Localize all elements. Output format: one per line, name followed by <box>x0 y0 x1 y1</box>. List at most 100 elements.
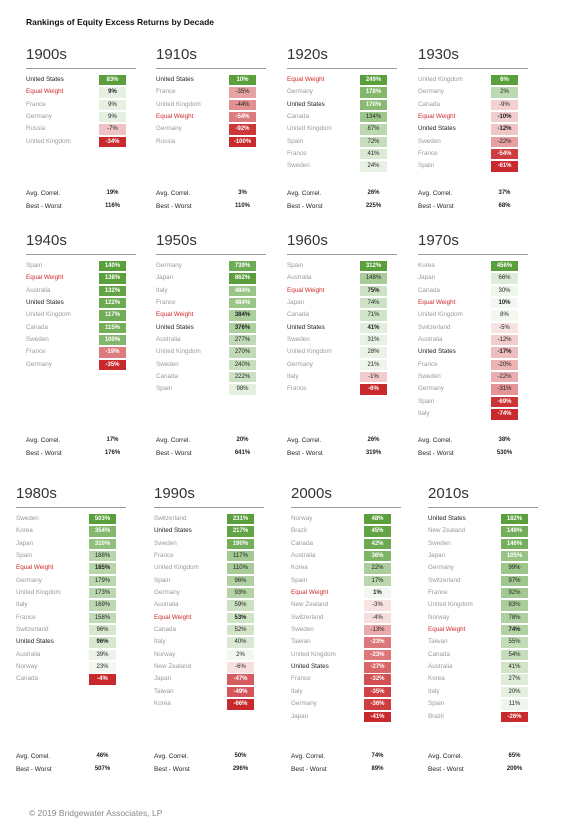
value-cell: -10% <box>491 112 518 123</box>
country-label-equal-weight: Equal Weight <box>26 274 64 282</box>
value-cell: 456% <box>491 261 518 272</box>
value-cell: 96% <box>89 625 116 636</box>
table-row: Australia 148% <box>287 272 397 284</box>
table-row: Germany -31% <box>418 383 528 395</box>
country-label-equal-weight: Equal Weight <box>418 113 456 121</box>
table-row: Italy -35% <box>291 686 401 698</box>
value-cell: 74% <box>501 625 528 636</box>
country-label-new-zealand: New Zealand <box>291 601 329 609</box>
table-row: Sweden -22% <box>418 136 528 148</box>
stat-label: Best - Worst <box>287 450 323 457</box>
value-cell: -61% <box>491 161 518 172</box>
country-label-italy: Italy <box>418 410 430 418</box>
value-cell: 100% <box>99 335 126 346</box>
table-row: Italy -74% <box>418 408 528 420</box>
table-row: Italy 40% <box>154 636 264 648</box>
value-cell: 93% <box>227 588 254 599</box>
country-label-canada: Canada <box>154 626 177 634</box>
stat-value: 116% <box>104 203 120 209</box>
heading-divider <box>26 68 136 69</box>
decade-stats: Avg. Correl. 37% Best - Worst 68% <box>418 187 528 213</box>
country-label-united-states: United States <box>154 527 192 535</box>
value-cell: 41% <box>360 322 387 334</box>
table-row: France -35% <box>156 86 266 98</box>
country-label-equal-weight: Equal Weight <box>418 299 456 307</box>
country-label-germany: Germany <box>418 385 444 393</box>
decade-panel-2010s: 2010s United States 182% New Zealand 149% Swe… <box>428 485 538 723</box>
value-cell: 17% <box>364 575 391 587</box>
value-cell: 71% <box>360 310 387 321</box>
table-row: Spain -69% <box>418 396 528 408</box>
heading-divider <box>291 507 401 508</box>
table-row: Canada -9% <box>418 99 528 111</box>
heading-divider <box>16 507 126 508</box>
value-cell: 2% <box>491 87 518 98</box>
table-row: Equal Weight 53% <box>154 612 264 624</box>
country-label-france: France <box>156 299 176 307</box>
country-label-japan: Japan <box>418 274 436 282</box>
heading-divider <box>428 507 538 508</box>
table-row: Sweden 24% <box>287 160 397 172</box>
decade-panel-1980s: 1980s Sweden 503% Korea 354% Japan 310% Spain 18… <box>16 485 126 686</box>
table-row: Switzerland -5% <box>418 322 528 334</box>
table-row: New Zealand -3% <box>291 599 401 611</box>
table-row: Australia 36% <box>291 550 401 562</box>
country-label-sweden: Sweden <box>418 373 441 381</box>
table-row: Korea 354% <box>16 525 126 537</box>
value-cell: 9% <box>99 87 126 98</box>
stat-row-correl: Avg. Correl. 20% <box>156 434 266 447</box>
value-cell: -12% <box>491 124 518 135</box>
table-row: United States 376% <box>156 322 266 334</box>
country-label-japan: Japan <box>154 675 172 683</box>
stat-value: 110% <box>234 203 250 209</box>
country-label-sweden: Sweden <box>418 137 441 145</box>
value-cell: 6% <box>491 75 518 86</box>
table-row: Equal Weight 1% <box>291 587 401 599</box>
value-cell: 140% <box>99 261 126 272</box>
stat-row-correl: Avg. Correl. 37% <box>418 187 528 200</box>
country-label-norway: Norway <box>16 663 38 671</box>
table-row: Sweden 31% <box>287 334 397 346</box>
value-cell: 384% <box>229 310 256 321</box>
table-row: Canada 222% <box>156 371 266 383</box>
table-row: Equal Weight 249% <box>287 74 397 86</box>
decade-heading: 2000s <box>291 485 332 502</box>
country-label-sweden: Sweden <box>428 539 451 547</box>
stat-row-correl: Avg. Correl. 74% <box>291 750 401 763</box>
table-row: United States 170% <box>287 99 397 111</box>
table-row: Spain 96% <box>154 575 264 587</box>
stat-label: Avg. Correl. <box>418 437 453 444</box>
table-row: United Kingdom 87% <box>287 123 397 135</box>
country-label-united-kingdom: United Kingdom <box>428 601 473 609</box>
country-label-united-kingdom: United Kingdom <box>291 650 336 658</box>
stat-row-best-worst: Best - Worst 89% <box>291 763 401 776</box>
value-cell: 24% <box>360 161 387 172</box>
table-row: Germany 21% <box>287 359 397 371</box>
table-row: Germany 93% <box>154 587 264 599</box>
stat-value: 209% <box>506 766 523 772</box>
value-cell: 98% <box>229 384 256 395</box>
value-cell: -74% <box>491 409 518 420</box>
table-row: Spain 312% <box>287 260 397 272</box>
country-label-japan: Japan <box>156 274 174 282</box>
value-cell: 134% <box>360 112 387 123</box>
table-row: Spain 98% <box>156 383 266 395</box>
table-row: United States 41% <box>287 322 397 334</box>
table-row: Australia 132% <box>26 285 136 297</box>
value-cell: 48% <box>364 514 391 525</box>
country-label-united-kingdom: United Kingdom <box>16 589 61 597</box>
decade-heading: 1910s <box>156 46 197 63</box>
country-label-switzerland: Switzerland <box>291 613 324 621</box>
value-cell: 83% <box>501 600 528 611</box>
value-cell: -49% <box>227 686 254 698</box>
decade-stats: Avg. Correl. 26% Best - Worst 319% <box>287 434 397 460</box>
table-row: France -19% <box>26 346 136 358</box>
stat-label: Avg. Correl. <box>26 437 61 444</box>
table-row: Taiwan 55% <box>428 636 538 648</box>
value-cell: -7% <box>99 124 126 135</box>
stat-label: Avg. Correl. <box>287 190 322 197</box>
table-row: Brazil -26% <box>428 711 538 723</box>
value-cell: 41% <box>501 662 528 673</box>
value-cell: 8% <box>491 310 518 321</box>
stat-row-best-worst: Best - Worst 319% <box>287 447 397 460</box>
